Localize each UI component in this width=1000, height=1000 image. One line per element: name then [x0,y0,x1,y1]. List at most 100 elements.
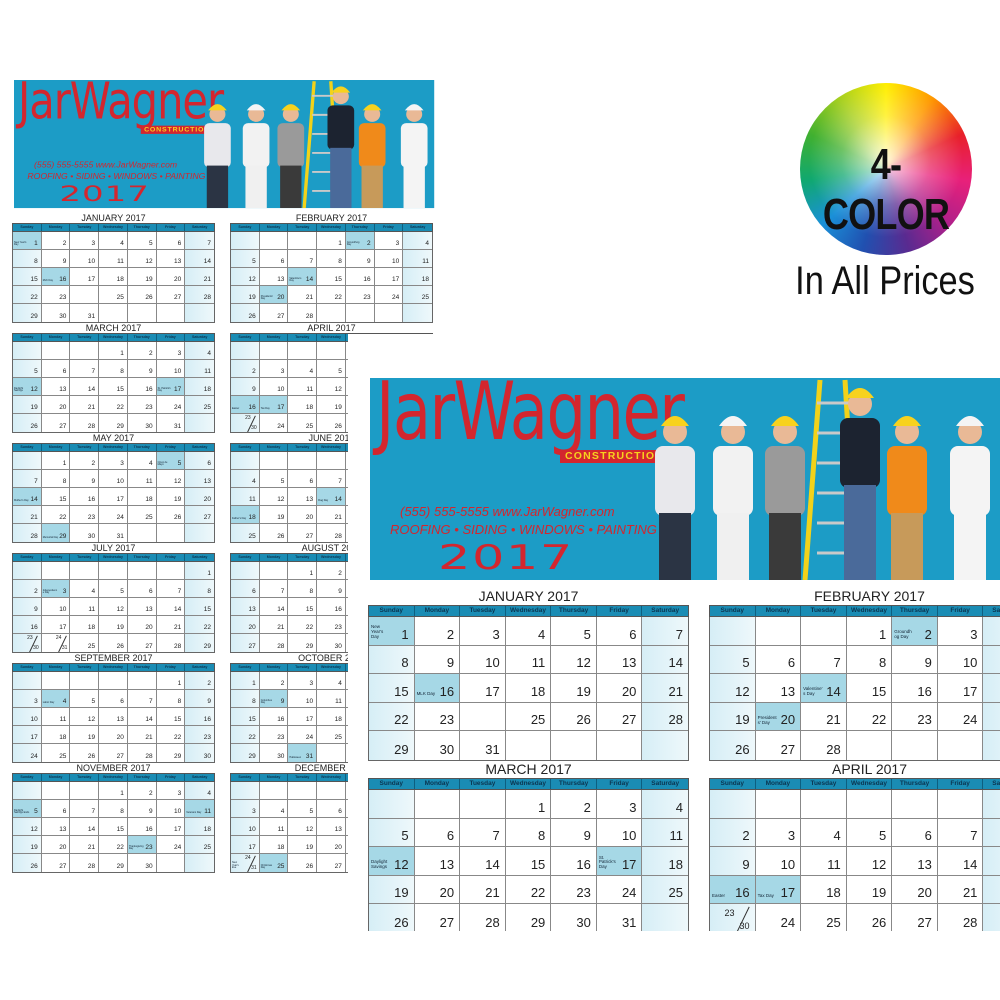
day-cell[interactable]: 7 [801,645,847,675]
day-cell[interactable]: 11 [127,470,157,488]
day-cell[interactable]: 24 [13,744,42,762]
day-cell[interactable] [403,304,432,322]
day-cell[interactable]: 7 [185,232,214,250]
day-cell[interactable]: 9 [70,470,100,488]
day-cell[interactable]: 1 New Year's Day [13,232,42,250]
day-cell[interactable]: 15 [99,378,128,396]
day-cell[interactable]: 25 [231,524,260,542]
day-cell[interactable]: 22 [505,875,552,905]
day-cell[interactable]: 4 [983,617,1000,646]
day-cell[interactable]: 15 [156,708,186,726]
day-cell[interactable]: 26 [127,286,157,304]
day-cell[interactable]: 16 [345,268,375,286]
day-cell[interactable]: 24 [374,286,404,304]
day-cell[interactable]: 4 [231,470,260,488]
day-cell[interactable]: 3 [13,690,42,708]
day-cell[interactable]: 21 [801,702,847,732]
day-cell[interactable]: 23 [317,616,346,634]
day-cell[interactable]: 19 [846,875,893,905]
day-cell[interactable]: 25 [127,506,157,524]
day-cell[interactable]: 31 [99,524,128,542]
day-cell[interactable]: 25 Christmas Day [259,854,289,872]
day-cell[interactable]: 28 [259,634,289,652]
day-cell[interactable]: 4 [185,342,214,360]
day-cell[interactable]: 13 [259,268,289,286]
day-cell[interactable]: 22 [41,506,71,524]
day-cell[interactable]: 25 [288,414,318,432]
day-cell[interactable]: 5 [231,250,260,268]
day-cell[interactable]: 15 [505,847,552,876]
day-cell[interactable]: 17 St. Patrick's Day [156,378,186,396]
day-cell[interactable]: 17 Tax Day [755,875,802,905]
day-cell[interactable]: 5 [259,470,289,488]
day-cell[interactable]: 27 [156,286,186,304]
day-cell[interactable] [41,782,71,800]
day-cell[interactable]: 26 [231,304,260,322]
day-cell[interactable]: 5 Daylight Savings Ends [13,800,42,818]
day-cell[interactable]: 20 [596,674,643,703]
day-cell[interactable]: 4 [99,232,128,250]
day-cell[interactable]: 28 [156,634,186,652]
day-cell[interactable]: 23 [892,702,938,732]
day-cell[interactable]: 3 [288,672,318,690]
day-cell[interactable]: 13 [156,250,186,268]
day-cell[interactable]: 7 [937,818,984,848]
day-cell[interactable]: 28 [801,731,847,760]
day-cell[interactable]: 1 [41,452,71,470]
day-cell[interactable]: 16 [127,378,157,396]
day-cell[interactable]: 15 [185,598,214,616]
day-cell[interactable]: 1 [99,342,128,360]
day-cell[interactable]: 4 [259,800,289,818]
day-cell[interactable]: 6 [755,645,802,675]
day-cell[interactable]: 18 [41,726,71,744]
day-cell[interactable]: 27 [41,414,71,432]
day-cell[interactable]: 6 [99,690,128,708]
day-cell[interactable]: 16 [70,488,100,506]
day-cell[interactable]: 1 [317,232,346,250]
day-cell[interactable]: 29 [983,904,1000,931]
day-cell[interactable] [185,304,214,322]
day-cell[interactable]: 13 [185,470,214,488]
day-cell[interactable]: 13 [596,645,643,675]
day-cell[interactable] [345,304,375,322]
day-cell[interactable]: 20 [99,726,128,744]
day-cell[interactable]: 4 [801,818,847,848]
day-cell[interactable]: 2 [317,562,346,580]
day-cell[interactable]: 11 [231,488,260,506]
day-cell[interactable]: 6 [259,250,289,268]
day-cell[interactable]: 23 Thanksgiving Day [127,836,157,854]
day-cell[interactable] [185,524,214,542]
day-cell[interactable]: 19 [551,674,597,703]
day-cell[interactable]: 22 [983,875,1000,905]
day-cell[interactable] [156,524,186,542]
day-cell[interactable]: 28 [642,702,688,732]
day-cell[interactable]: 13 [414,847,461,876]
day-cell[interactable] [185,854,214,872]
day-cell[interactable]: 20 [127,616,157,634]
day-cell[interactable]: 20 Presidents' Day [755,702,802,732]
day-cell[interactable]: 24 31 New Year's Eve [231,854,260,872]
day-cell[interactable] [596,731,643,760]
day-cell[interactable]: 3 [596,790,643,819]
day-cell[interactable]: 26 [13,854,42,872]
day-cell[interactable]: 4 [505,617,552,646]
day-cell[interactable]: 5 [13,360,42,378]
day-cell[interactable]: 25 [983,702,1000,732]
day-cell[interactable] [13,342,42,360]
day-cell[interactable]: 21 [460,875,506,905]
day-cell[interactable]: 23 [41,286,71,304]
day-cell[interactable] [288,342,318,360]
day-cell[interactable]: 12 [317,378,346,396]
day-cell[interactable]: 16 Easter [231,396,260,414]
day-cell[interactable]: 27 [755,731,802,760]
day-cell[interactable]: 25 [317,726,346,744]
day-cell[interactable]: 12 [70,708,100,726]
day-cell[interactable]: 10 [156,360,186,378]
day-cell[interactable]: 2 [710,818,756,848]
day-cell[interactable]: 16 [185,708,214,726]
day-cell[interactable] [156,854,186,872]
day-cell[interactable] [13,562,42,580]
day-cell[interactable]: 9 [551,818,597,848]
day-cell[interactable]: 12 [99,598,128,616]
day-cell[interactable]: 4 Labor Day [41,690,71,708]
